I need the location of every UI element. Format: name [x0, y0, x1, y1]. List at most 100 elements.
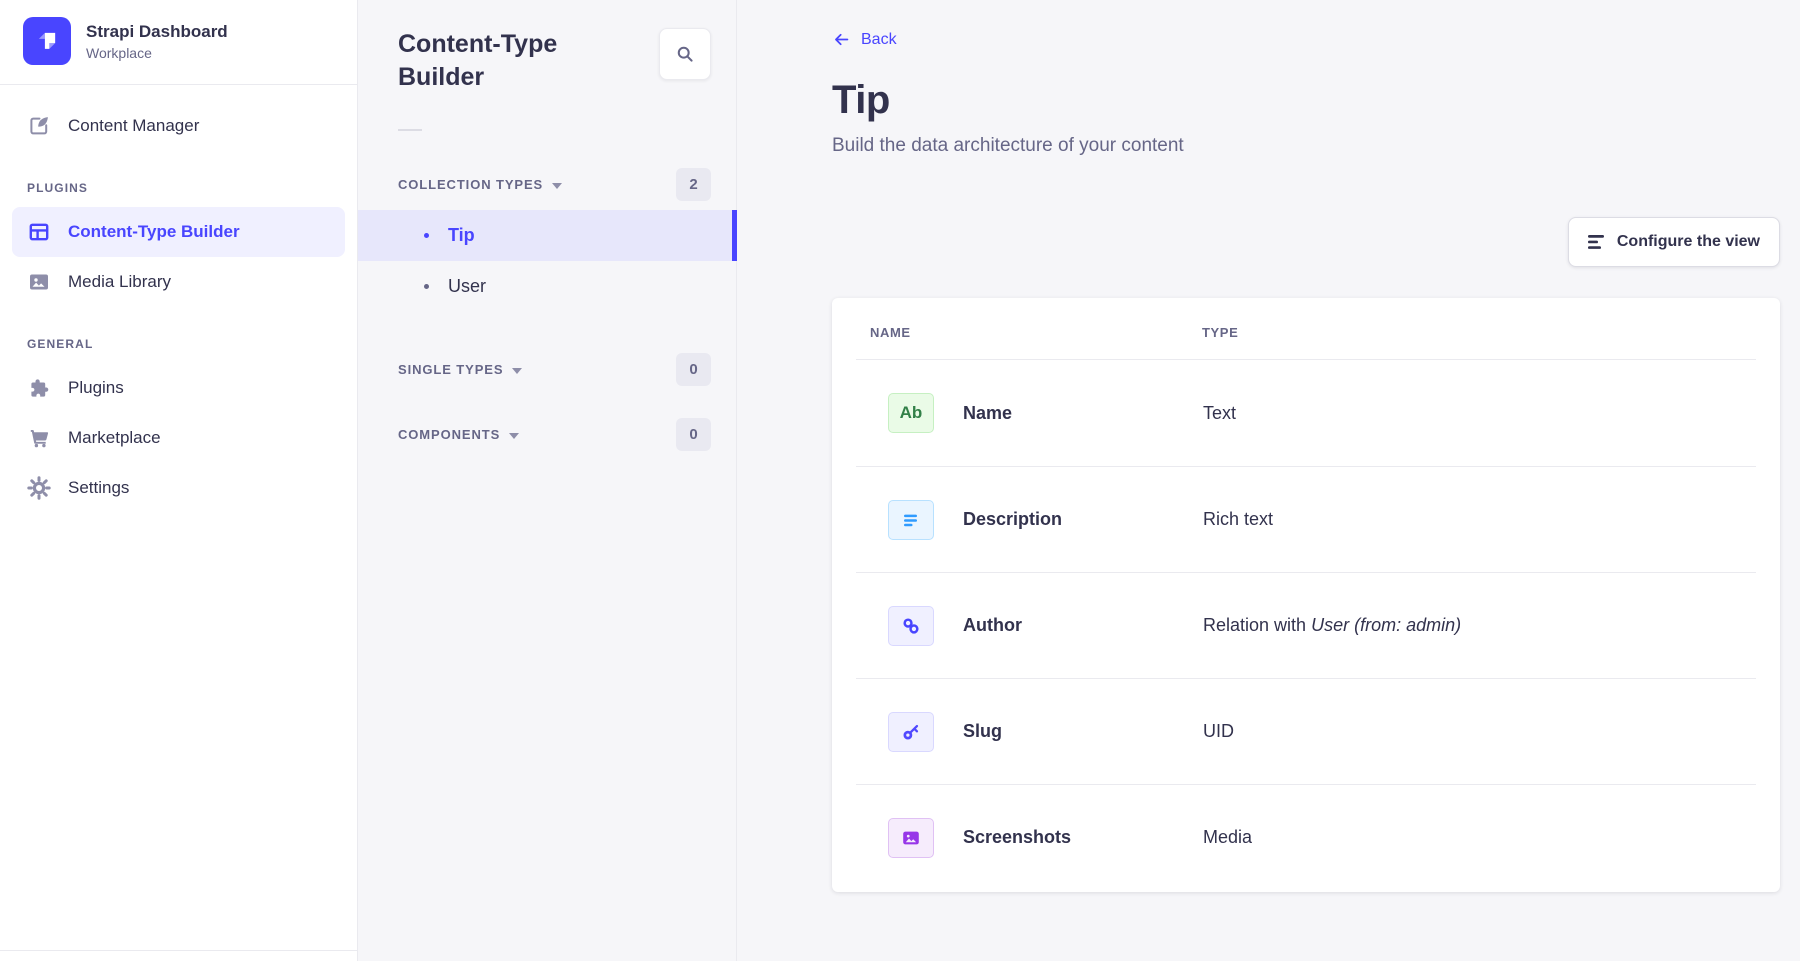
table-row-name[interactable]: Ab Name Text: [856, 360, 1756, 466]
field-type: Relation with User (from: admin): [1203, 615, 1756, 636]
fields-table-card: NAME TYPE Ab Name Text: [832, 298, 1780, 892]
app-title: Strapi Dashboard: [86, 21, 228, 41]
collection-type-item-user[interactable]: User: [358, 261, 736, 312]
uid-key-icon: [888, 711, 934, 752]
field-name-cell: Slug: [888, 711, 1203, 752]
sidebar-item-label: Settings: [68, 478, 130, 497]
table-row-author[interactable]: Author Relation with User (from: admin): [856, 572, 1756, 678]
main-content: Back Tip Build the data architecture of …: [737, 0, 1800, 961]
sidebar-item-label: Content-Type Builder: [68, 222, 240, 241]
main-sidebar: Strapi Dashboard Workplace Content Manag…: [0, 0, 358, 961]
puzzle-icon: [27, 376, 51, 400]
back-link[interactable]: Back: [832, 30, 897, 49]
components-header[interactable]: COMPONENTS 0: [358, 409, 736, 460]
bullet-icon: [424, 284, 429, 289]
sidebar-item-label: Content Manager: [68, 116, 200, 135]
workspace-header[interactable]: Strapi Dashboard Workplace: [0, 0, 357, 85]
field-type-target: User (from: admin): [1311, 615, 1462, 635]
sidebar-item-content-type-builder[interactable]: Content-Type Builder: [12, 207, 345, 257]
table-row-slug[interactable]: Slug UID: [856, 678, 1756, 784]
components-count-badge: 0: [676, 418, 711, 451]
single-types-header[interactable]: SINGLE TYPES 0: [358, 344, 736, 395]
back-arrow-icon: [832, 30, 851, 49]
field-type: UID: [1203, 721, 1234, 741]
workspace-titles: Strapi Dashboard Workplace: [86, 22, 228, 61]
media-icon: [888, 817, 934, 858]
search-button[interactable]: [659, 28, 711, 80]
sidebar-item-label: Plugins: [68, 378, 124, 397]
text-field-glyph: Ab: [899, 403, 923, 422]
bullet-icon: [424, 233, 429, 238]
table-header-row: NAME TYPE: [832, 298, 1780, 359]
picture-icon: [27, 270, 51, 294]
field-name-cell: Author: [888, 605, 1203, 646]
field-name-cell: Description: [888, 499, 1203, 540]
app-subtitle: Workplace: [86, 44, 152, 61]
sidebar-item-plugins[interactable]: Plugins: [12, 363, 345, 413]
sidebar-section-plugins: PLUGINS: [27, 181, 89, 195]
relation-icon: [888, 605, 934, 646]
sidebar-item-marketplace[interactable]: Marketplace: [12, 413, 345, 463]
strapi-logo-icon: [23, 17, 71, 65]
search-icon: [674, 43, 696, 65]
single-types-count-badge: 0: [676, 353, 711, 386]
field-type: Media: [1203, 827, 1253, 847]
caret-down-icon: [509, 432, 520, 439]
sidebar-section-general: GENERAL: [27, 337, 94, 351]
field-name: Name: [963, 402, 1013, 423]
content-type-builder-panel: Content-Type Builder COLLECTION TYPES 2 …: [358, 0, 737, 961]
quill-icon: [27, 114, 51, 138]
field-name: Screenshots: [963, 827, 1072, 847]
sidebar-item-label: Marketplace: [68, 428, 161, 447]
field-type: Rich text: [1203, 509, 1274, 529]
collection-types-label: COLLECTION TYPES: [398, 177, 563, 192]
text-field-icon: Ab: [888, 393, 934, 433]
configure-view-label: Configure the view: [1616, 233, 1760, 250]
collection-types-count-badge: 2: [676, 168, 711, 201]
page-subtitle: Build the data architecture of your cont…: [832, 135, 1184, 156]
field-name: Description: [963, 509, 1063, 529]
richtext-icon: [888, 499, 934, 540]
field-type: Text: [1203, 402, 1237, 423]
configure-lines-icon: [1587, 234, 1606, 250]
table-header-divider: [856, 359, 1756, 360]
table-row-screenshots[interactable]: Screenshots Media: [856, 784, 1756, 890]
column-header-name: NAME: [870, 325, 911, 340]
sidebar-item-settings[interactable]: Settings: [12, 463, 345, 513]
sidebar-item-label: Media Library: [68, 272, 171, 291]
title-divider: [398, 129, 422, 131]
collection-type-item-tip[interactable]: Tip: [358, 210, 737, 261]
strapi-glyph: [38, 32, 56, 49]
collection-types-header[interactable]: COLLECTION TYPES 2: [358, 159, 736, 210]
builder-panel-header: Content-Type Builder: [358, 28, 736, 93]
cart-icon: [27, 426, 51, 450]
section-label-text: COMPONENTS: [398, 427, 501, 442]
sidebar-item-media-library[interactable]: Media Library: [12, 257, 345, 307]
gear-icon: [27, 476, 51, 500]
section-label-text: SINGLE TYPES: [398, 362, 504, 377]
back-label: Back: [861, 30, 897, 48]
caret-down-icon: [552, 182, 563, 189]
collection-type-label: User: [448, 276, 487, 296]
builder-panel-title: Content-Type Builder: [398, 30, 558, 91]
field-name: Author: [963, 615, 1022, 635]
field-name-cell: Ab Name: [888, 393, 1203, 433]
single-types-label: SINGLE TYPES: [398, 362, 523, 377]
layout-grid-icon: [27, 220, 51, 244]
active-indicator-bar: [732, 210, 737, 261]
field-name: Slug: [963, 721, 1002, 741]
sidebar-item-content-manager[interactable]: Content Manager: [12, 101, 345, 151]
field-name-cell: Screenshots: [888, 817, 1203, 858]
toolbar: Configure the view: [832, 217, 1780, 267]
column-header-type: TYPE: [1202, 325, 1239, 340]
table-row-description[interactable]: Description Rich text: [856, 466, 1756, 572]
configure-view-button[interactable]: Configure the view: [1567, 217, 1780, 267]
collection-type-label: Tip: [448, 225, 475, 245]
sidebar-nav: Content Manager PLUGINS Content-Type Bui…: [0, 85, 357, 513]
components-label: COMPONENTS: [398, 427, 520, 442]
caret-down-icon: [512, 367, 523, 374]
page-title: Tip: [832, 78, 890, 122]
field-type-prefix: Relation with: [1203, 615, 1307, 635]
section-label-text: COLLECTION TYPES: [398, 177, 544, 192]
